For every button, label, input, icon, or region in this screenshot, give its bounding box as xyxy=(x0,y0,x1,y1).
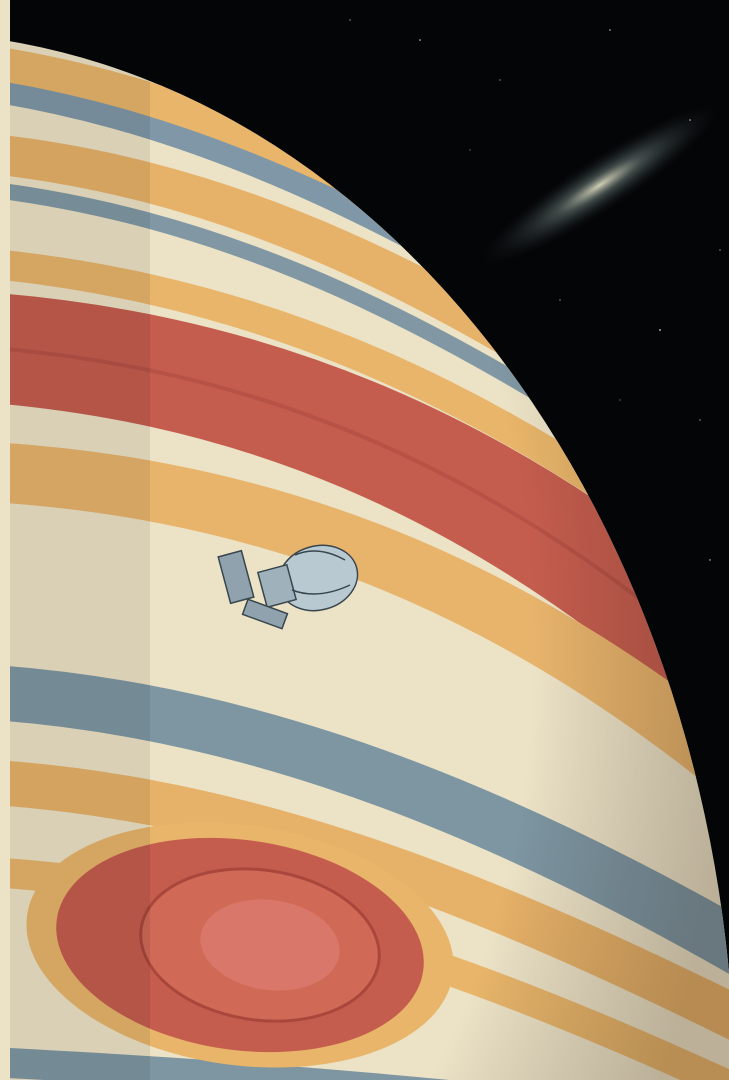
left-edge xyxy=(0,0,10,1080)
spacecraft xyxy=(217,544,359,630)
galaxy xyxy=(481,105,719,265)
stars xyxy=(349,19,721,561)
